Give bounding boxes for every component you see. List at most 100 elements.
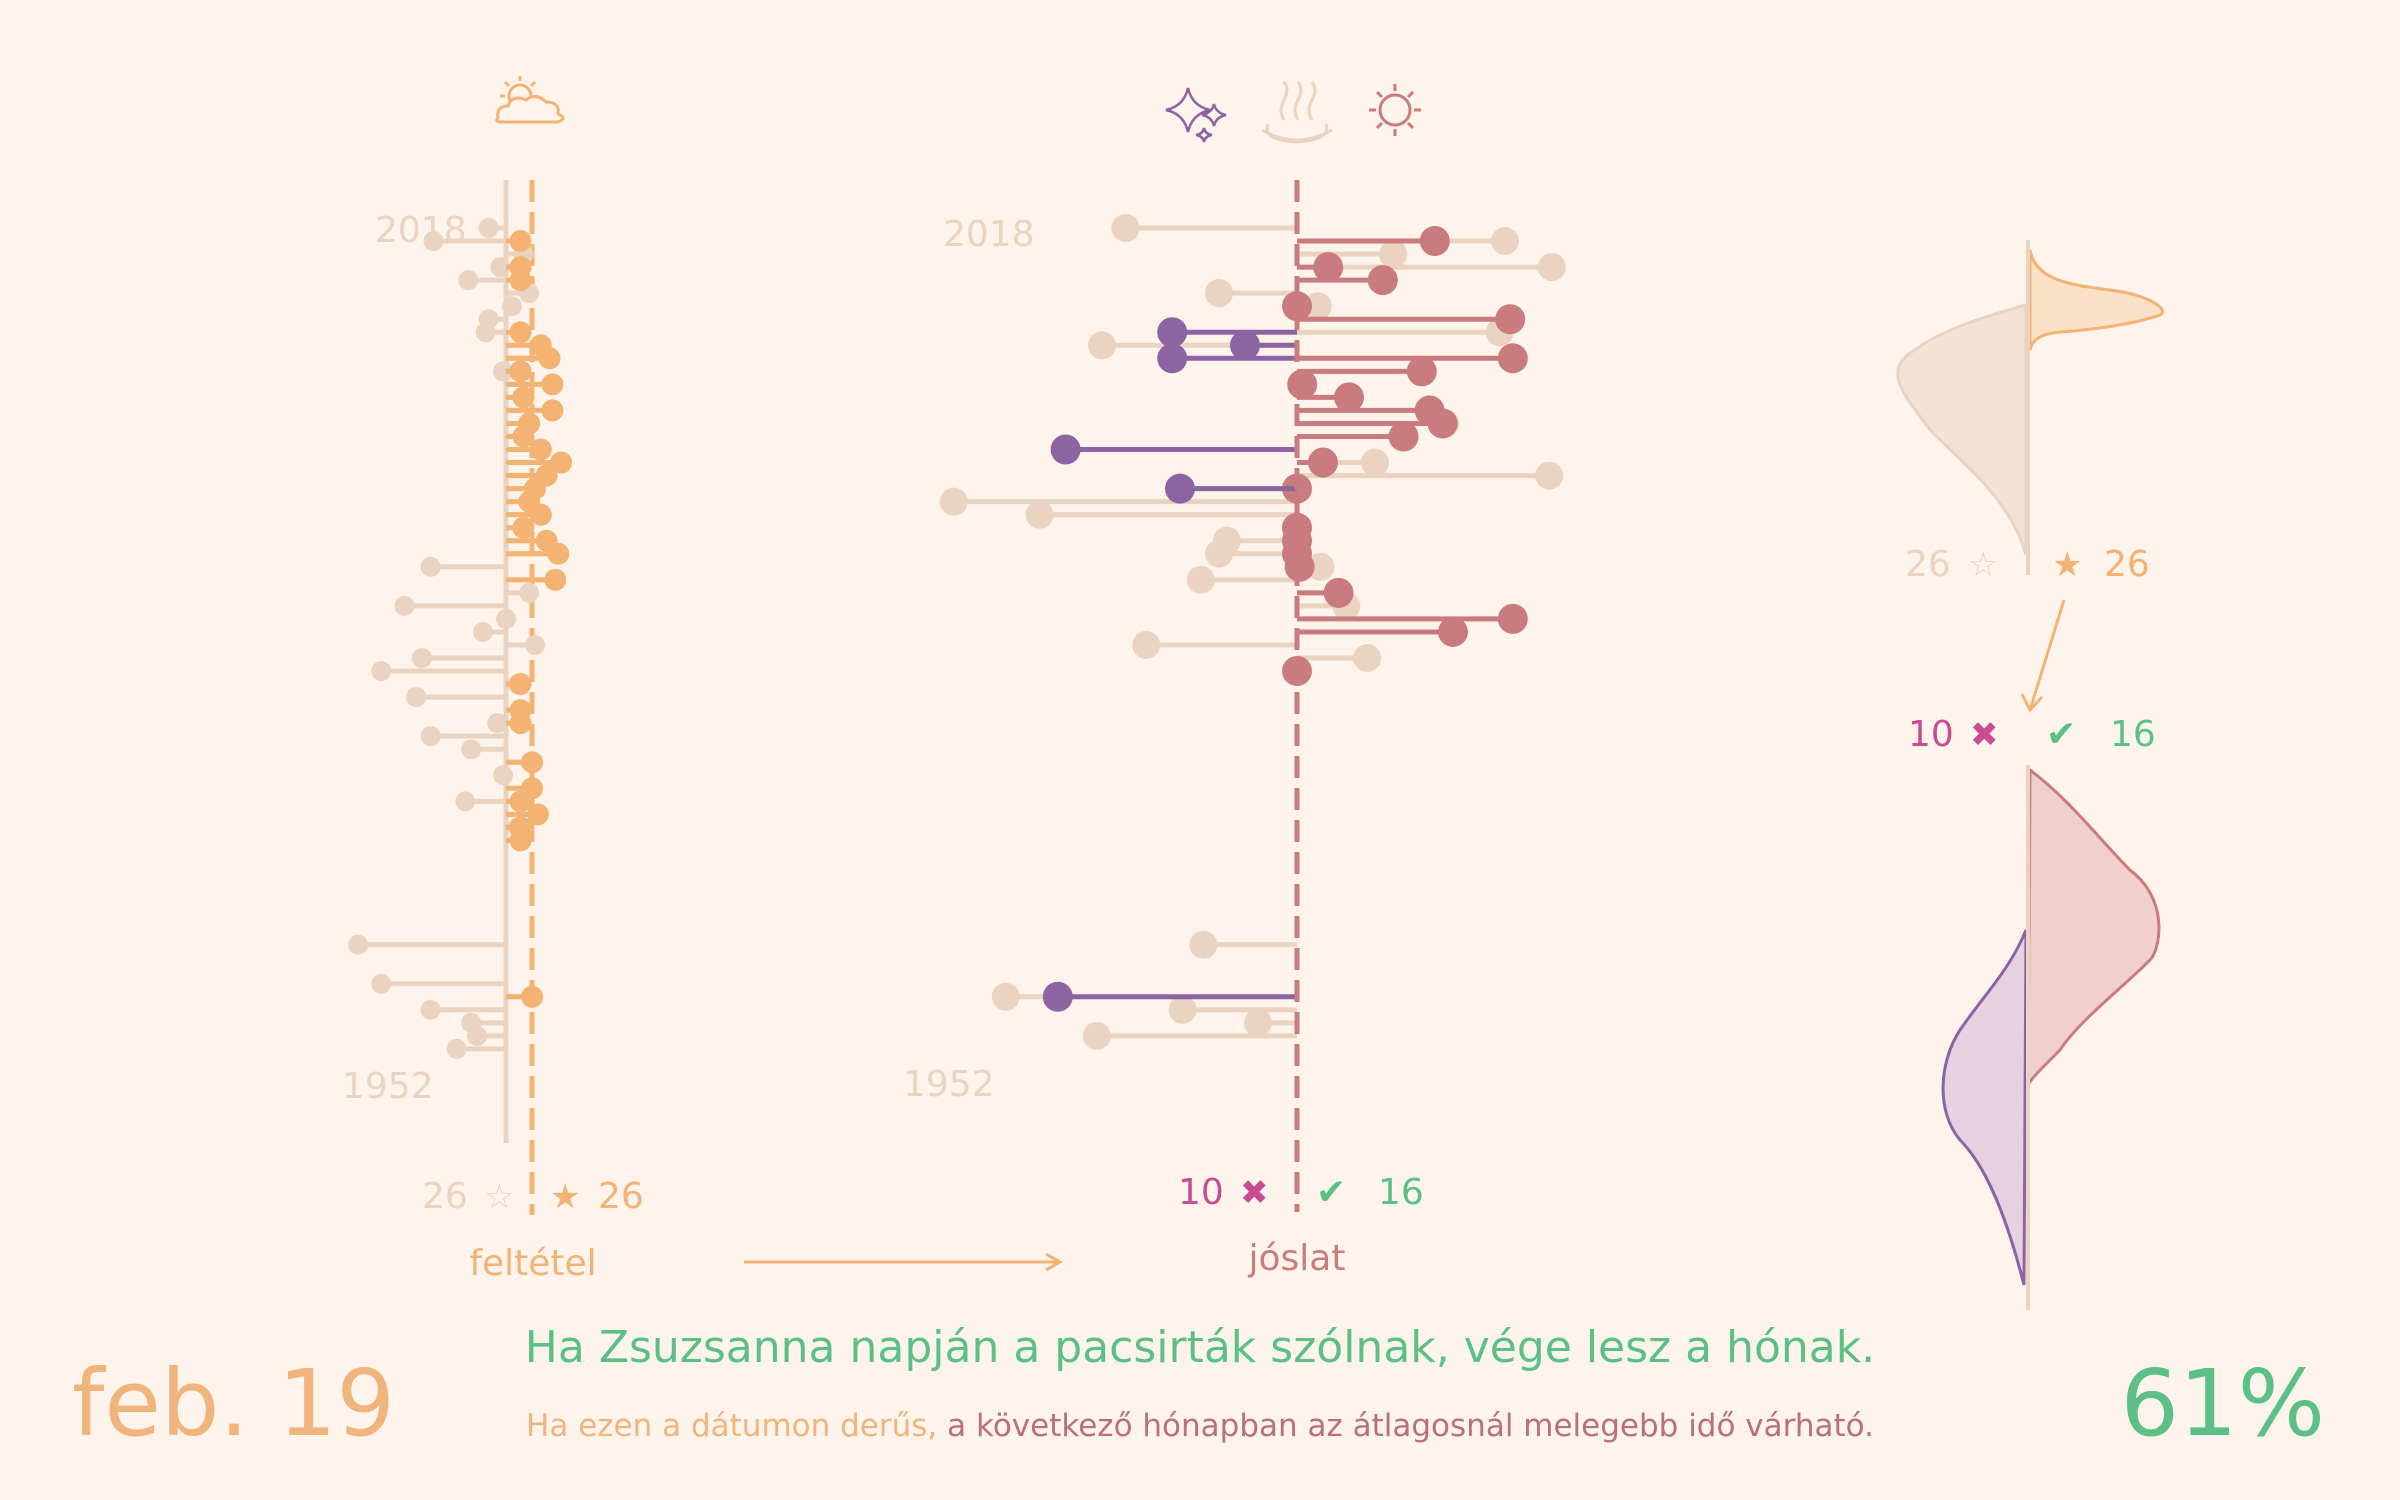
forecast-base-point xyxy=(1186,565,1215,594)
forecast-warm-point xyxy=(1287,369,1318,400)
forecast-cold-point xyxy=(1157,317,1188,348)
condition-hit-point xyxy=(529,503,552,526)
condition-base-point xyxy=(493,361,514,382)
condition-base-point xyxy=(478,218,499,238)
condition-hit-point xyxy=(509,673,532,696)
hot-springs-icon xyxy=(1261,81,1333,144)
ok-density xyxy=(2026,767,2161,1086)
forecast-fail-count: 10 xyxy=(1178,1172,1224,1213)
condition-base-point xyxy=(467,1025,487,1046)
cross-icon: ✖ xyxy=(1240,1173,1269,1213)
density-panel: 26 ☆ ★ 26 10 ✖ ✔ 16 xyxy=(1896,240,2164,1310)
forecast-cold-point xyxy=(1165,473,1195,504)
sun-behind-cloud-icon xyxy=(495,76,565,124)
explanation-text: Ha ezen a dátumon derűs, a következő hón… xyxy=(0,1408,2400,1444)
forecast-base-point xyxy=(1491,227,1519,256)
forecast-cold-point xyxy=(1050,434,1081,465)
condition-base-point xyxy=(458,270,479,291)
density-star-full-icon: ★ xyxy=(2052,545,2082,585)
condition-hit-point xyxy=(509,230,532,253)
forecast-warm-point xyxy=(1282,291,1312,322)
condition-base-point xyxy=(420,556,441,577)
star-empty-icon: ☆ xyxy=(484,1177,514,1217)
flow-arrow xyxy=(744,1252,1064,1272)
forecast-ok-count: 16 xyxy=(1378,1172,1424,1213)
condition-hit-point xyxy=(509,360,532,383)
forecast-warm-point xyxy=(1419,226,1450,257)
forecast-cold-point xyxy=(1230,330,1260,361)
condition-base-point xyxy=(461,739,482,760)
forecast-axis-label: jóslat xyxy=(1248,1238,1346,1279)
forecast-base-point xyxy=(1168,995,1197,1024)
forecast-base-point xyxy=(1205,539,1233,568)
condition-base-point xyxy=(394,595,415,616)
forecast-base-point xyxy=(1361,448,1389,477)
condition-year-top: 2018 xyxy=(375,210,467,251)
proverb-text: Ha Zsuzsanna napján a pacsirták szólnak,… xyxy=(524,1322,1876,1373)
forecast-warm-point xyxy=(1388,421,1419,452)
condition-density xyxy=(2028,249,2164,351)
forecast-warm-point xyxy=(1406,356,1437,387)
condition-hit-point xyxy=(538,347,561,370)
forecast-base-point xyxy=(1205,279,1233,308)
condition-hit-point xyxy=(550,451,573,474)
forecast-base-point xyxy=(1132,630,1161,659)
sparkles-icon xyxy=(1165,87,1227,143)
forecast-base-point xyxy=(1306,552,1335,581)
condition-base-point xyxy=(519,582,540,603)
forecast-base-point xyxy=(1088,331,1116,360)
forecast-warm-point xyxy=(1427,408,1458,439)
forecast-base-point xyxy=(1535,461,1564,490)
condition-hit-point xyxy=(512,516,535,539)
forecast-base-point xyxy=(1303,292,1332,321)
density-star-empty-icon: ☆ xyxy=(1968,545,1998,585)
condition-base-point xyxy=(501,296,522,317)
density-base-count: 26 xyxy=(1905,544,1951,585)
forecast-warm-point xyxy=(1495,304,1526,335)
condition-count: 26 xyxy=(598,1176,644,1217)
forecast-base-point xyxy=(1244,1008,1272,1037)
density-check-icon: ✔ xyxy=(2046,714,2076,755)
condition-base-count: 26 xyxy=(422,1176,468,1217)
fail-density xyxy=(1941,929,2028,1286)
forecast-warm-point xyxy=(1334,382,1364,413)
forecast-base-point xyxy=(939,487,968,516)
condition-base-point xyxy=(371,661,392,682)
condition-hit-point xyxy=(544,568,567,591)
accuracy-percent: 61% xyxy=(2120,1350,2325,1457)
forecast-lollipop-chart: 2018 1952 10 ✖ ✔ 16 jóslat xyxy=(903,81,1566,1279)
forecast-warm-point xyxy=(1313,252,1344,283)
condition-hit-point xyxy=(541,399,564,422)
forecast-year-top: 2018 xyxy=(943,214,1035,255)
density-arrow xyxy=(2020,599,2066,713)
condition-base-point xyxy=(496,608,516,629)
forecast-warm-point xyxy=(1308,447,1338,478)
condition-year-bottom: 1952 xyxy=(342,1066,434,1107)
forecast-warm-point xyxy=(1497,603,1528,634)
forecast-cold-point xyxy=(1157,343,1188,374)
forecast-base-point xyxy=(991,982,1020,1011)
condition-base-point xyxy=(475,322,496,343)
condition-axis-label: feltétel xyxy=(469,1243,596,1284)
star-full-icon: ★ xyxy=(550,1177,580,1217)
condition-base-point xyxy=(455,791,476,812)
condition-base-point xyxy=(371,973,392,994)
condition-hit-point xyxy=(521,751,544,774)
condition-hit-point xyxy=(509,712,532,735)
condition-base-point xyxy=(525,634,545,655)
condition-hit-point xyxy=(509,829,532,852)
condition-base-point xyxy=(490,257,511,278)
forecast-base-point xyxy=(1111,214,1140,242)
forecast-base-point xyxy=(1082,1021,1111,1050)
density-fail-count: 10 xyxy=(1908,714,1954,755)
condition-hit-point xyxy=(541,373,564,396)
condition-base-point xyxy=(406,687,427,708)
forecast-warm-point xyxy=(1367,265,1398,296)
condition-base-point xyxy=(423,231,444,252)
forecast-year-bottom: 1952 xyxy=(903,1064,995,1105)
condition-hit-point xyxy=(509,321,532,344)
density-cross-icon: ✖ xyxy=(1970,715,1999,755)
condition-base-point xyxy=(446,1038,467,1059)
forecast-base-point xyxy=(1025,500,1054,529)
condition-lollipop-chart: 2018 1952 26 ☆ ★ 26 feltétel xyxy=(342,76,644,1284)
